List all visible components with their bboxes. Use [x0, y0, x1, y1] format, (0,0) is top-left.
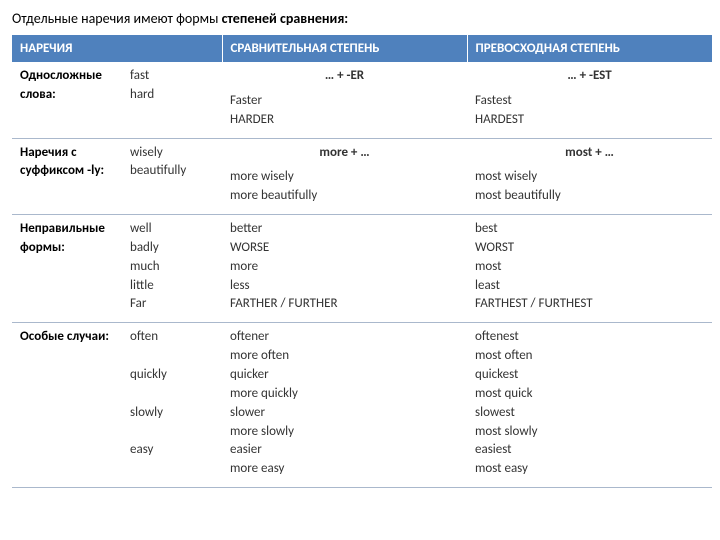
- row-comparative: … + -ER Faster HARDER: [222, 62, 467, 138]
- title-bold: степеней сравнения:: [222, 10, 349, 27]
- row-examples: fast hard: [122, 62, 222, 138]
- comp-pattern: … + -ER: [230, 67, 459, 86]
- row-comparative: oftener more often quicker more quickly …: [222, 323, 467, 488]
- page-title: Отдельные наречия имеют формы степеней с…: [12, 10, 708, 27]
- row-examples: wisely beautifully: [122, 138, 222, 215]
- table-row: Неправильные формы: well badly much litt…: [12, 215, 712, 323]
- header-adverbs: НАРЕЧИЯ: [12, 35, 222, 62]
- row-superlative: … + -EST Fastest HARDEST: [467, 62, 712, 138]
- sup-list: Fastest HARDEST: [475, 93, 524, 127]
- comp-list: more wisely more beautifully: [230, 169, 317, 203]
- table-row: Односложные слова: fast hard … + -ER Fas…: [12, 62, 712, 138]
- row-superlative: oftenest most often quickest most quick …: [467, 323, 712, 488]
- row-examples: often quickly slowly easy: [122, 323, 222, 488]
- row-superlative: most + … most wisely most beautifully: [467, 138, 712, 215]
- row-comparative: better WORSE more less FARTHER / FURTHER: [222, 215, 467, 323]
- row-label: Особые случаи:: [12, 323, 122, 488]
- row-label: Наречия с суффиксом -ly:: [12, 138, 122, 215]
- table-row: Особые случаи: often quickly slowly easy…: [12, 323, 712, 488]
- sup-pattern: … + -EST: [475, 67, 704, 86]
- table-row: Наречия с суффиксом -ly: wisely beautifu…: [12, 138, 712, 215]
- row-label: Неправильные формы:: [12, 215, 122, 323]
- comp-pattern: more + …: [230, 144, 459, 163]
- table-header-row: НАРЕЧИЯ СРАВНИТЕЛЬНАЯ СТЕПЕНЬ ПРЕВОСХОДН…: [12, 35, 712, 62]
- comp-list: Faster HARDER: [230, 93, 274, 127]
- sup-list: most wisely most beautifully: [475, 169, 561, 203]
- header-comparative: СРАВНИТЕЛЬНАЯ СТЕПЕНЬ: [222, 35, 467, 62]
- header-superlative: ПРЕВОСХОДНАЯ СТЕПЕНЬ: [467, 35, 712, 62]
- row-examples: well badly much little Far: [122, 215, 222, 323]
- row-superlative: best WORST most least FARTHEST / FURTHES…: [467, 215, 712, 323]
- row-label: Односложные слова:: [12, 62, 122, 138]
- sup-pattern: most + …: [475, 144, 704, 163]
- row-comparative: more + … more wisely more beautifully: [222, 138, 467, 215]
- title-prefix: Отдельные наречия имеют формы: [12, 10, 222, 27]
- comparison-table: НАРЕЧИЯ СРАВНИТЕЛЬНАЯ СТЕПЕНЬ ПРЕВОСХОДН…: [12, 35, 712, 488]
